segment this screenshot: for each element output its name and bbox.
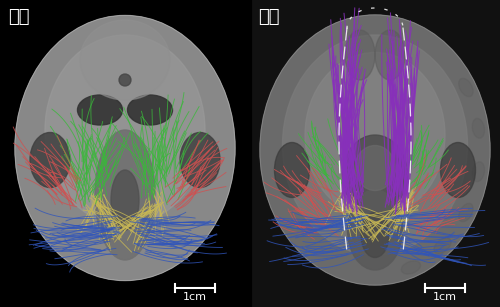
Ellipse shape [128,95,172,125]
Ellipse shape [345,30,375,80]
Ellipse shape [458,203,473,222]
Ellipse shape [95,130,155,260]
Ellipse shape [375,30,405,80]
Text: 1cm: 1cm [183,292,207,302]
Bar [0,0,250,307]
Ellipse shape [434,238,451,254]
Ellipse shape [440,142,476,197]
Ellipse shape [45,35,205,225]
Ellipse shape [355,146,395,191]
Ellipse shape [472,119,484,138]
Ellipse shape [458,78,473,97]
Ellipse shape [111,170,139,230]
Ellipse shape [282,35,468,255]
Text: 1cm: 1cm [433,292,457,302]
Ellipse shape [402,261,420,274]
Ellipse shape [119,74,131,86]
Ellipse shape [274,142,310,197]
Ellipse shape [180,133,220,188]
Text: ヒト: ヒト [258,8,280,26]
Ellipse shape [260,15,490,285]
Ellipse shape [30,133,70,188]
Bar [250,0,500,307]
Ellipse shape [472,162,484,182]
Ellipse shape [342,135,407,215]
Ellipse shape [348,190,403,270]
Ellipse shape [80,20,170,100]
Text: サル: サル [8,8,30,26]
Ellipse shape [305,52,445,217]
Ellipse shape [361,212,389,258]
Ellipse shape [15,15,235,281]
Ellipse shape [78,95,122,125]
